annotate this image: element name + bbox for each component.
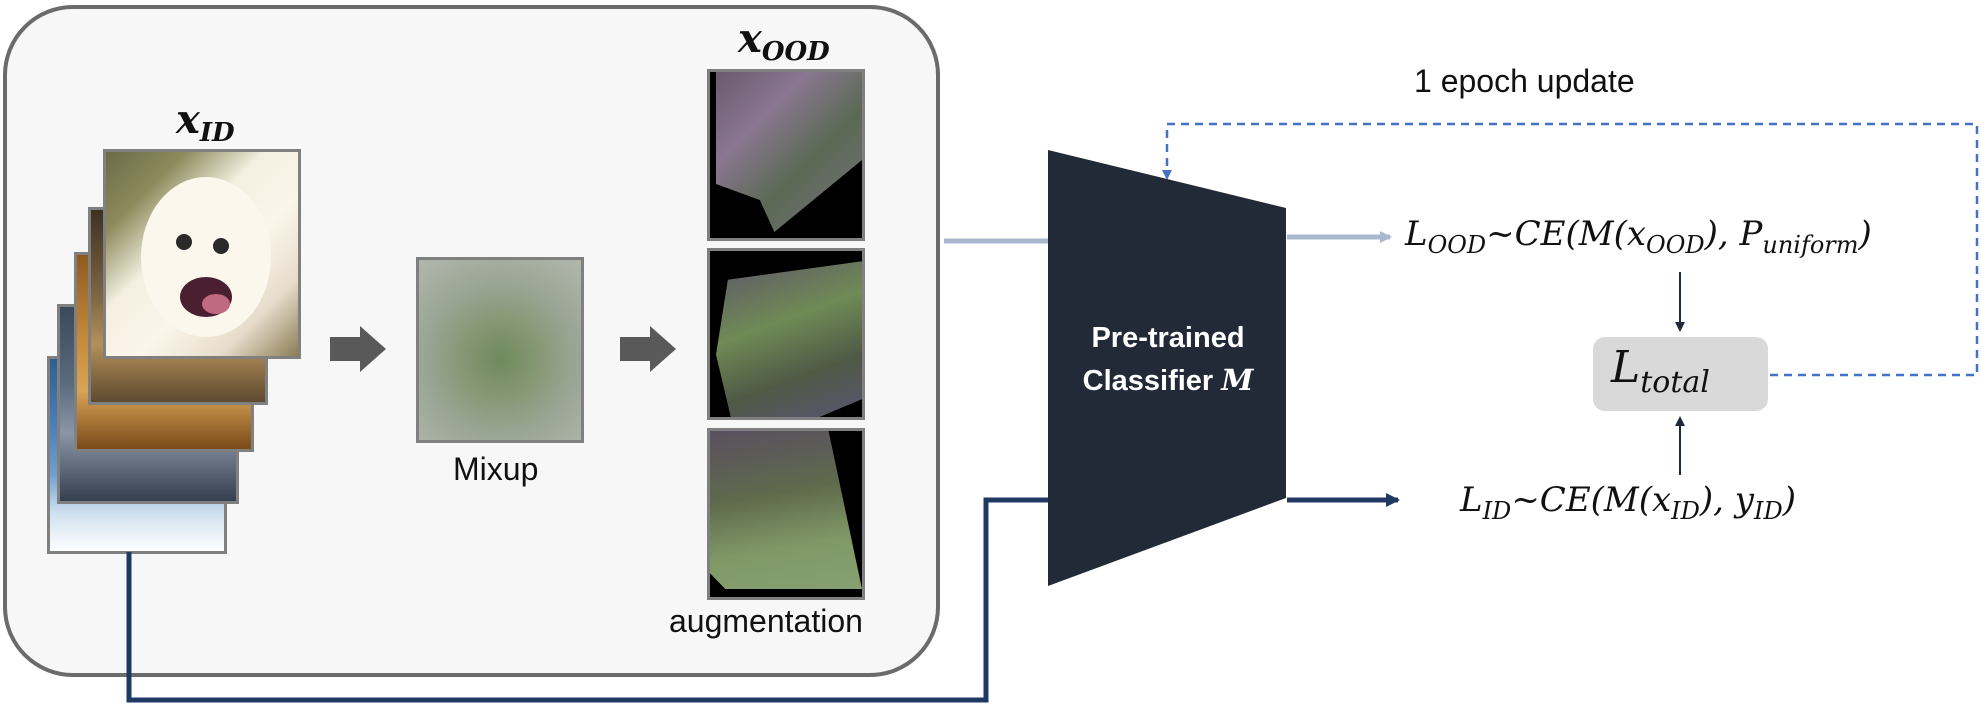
mixup-label: Mixup xyxy=(453,451,539,487)
x-id-label: xID xyxy=(176,96,235,148)
classifier-label: Pre-trained Classifier M xyxy=(1050,317,1286,402)
arrow-right-icon xyxy=(330,326,386,372)
l-total-label: Ltotal xyxy=(1611,342,1710,400)
mixup-image xyxy=(416,257,584,443)
classifier-line2: Classifier M xyxy=(1082,363,1254,397)
ood-image-2 xyxy=(707,248,865,420)
id-image-dog xyxy=(103,149,301,359)
dog-face-icon xyxy=(141,177,271,337)
epoch-update-label: 1 epoch update xyxy=(1414,63,1635,99)
augmentation-label: augmentation xyxy=(669,603,863,639)
l-total-box xyxy=(1593,337,1768,411)
l-id-equation: LID~CE(M(xID), yID) xyxy=(1460,480,1796,525)
classifier-block xyxy=(1048,150,1286,586)
x-ood-label: xOOD xyxy=(738,15,830,67)
ood-image-3 xyxy=(707,428,865,600)
l-ood-equation: LOOD~CE(M(xOOD), Puniform) xyxy=(1405,214,1872,259)
id-input-line xyxy=(126,497,1048,703)
ood-image-1 xyxy=(707,69,865,241)
arrow-right-icon xyxy=(620,326,676,372)
classifier-line1: Pre-trained xyxy=(1091,322,1245,354)
